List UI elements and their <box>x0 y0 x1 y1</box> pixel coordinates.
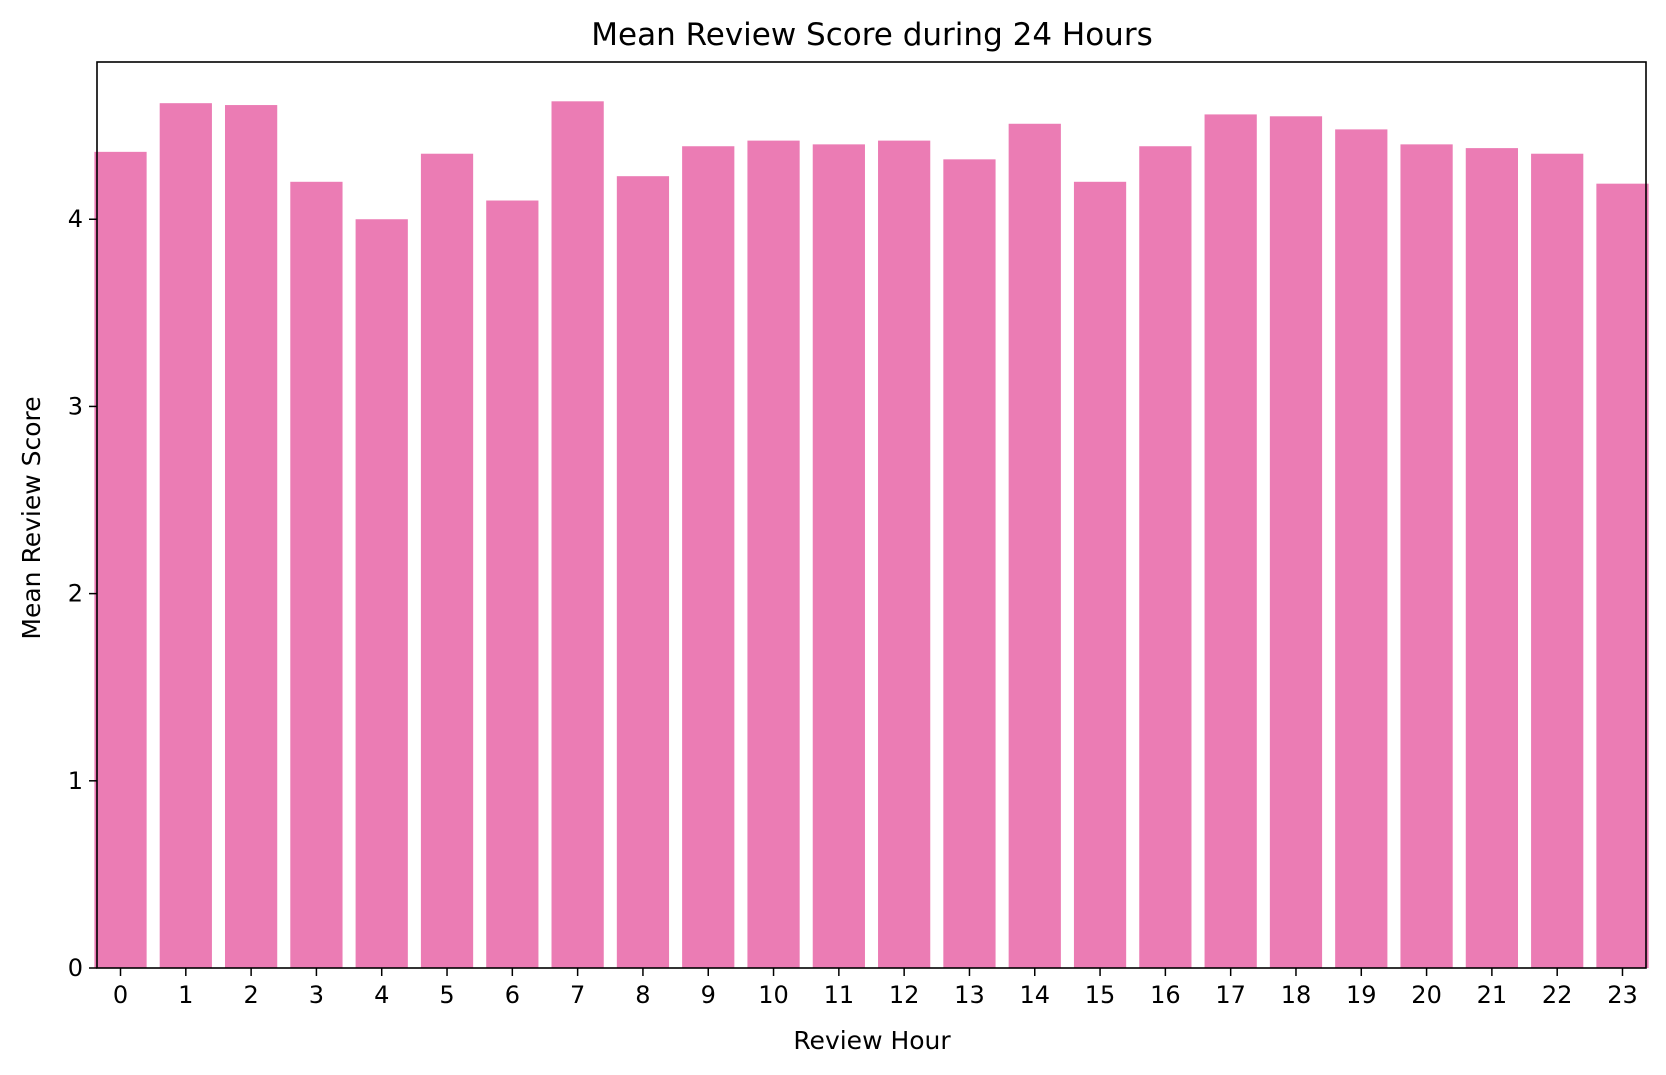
x-tick-label: 1 <box>178 981 193 1009</box>
bar-hour-2 <box>224 105 278 969</box>
x-tick-label: 23 <box>1607 981 1638 1009</box>
x-tick-label: 19 <box>1346 981 1377 1009</box>
bar-hour-11 <box>812 144 865 969</box>
y-tick-label: 4 <box>68 205 83 233</box>
chart-title: Mean Review Score during 24 Hours <box>591 17 1152 53</box>
x-tick-label: 12 <box>889 981 920 1009</box>
x-tick-label: 7 <box>570 981 585 1009</box>
bar-hour-7 <box>551 101 604 968</box>
bar-hour-23 <box>1596 183 1649 969</box>
bar-hour-0 <box>94 151 147 969</box>
bar-hour-17 <box>1204 114 1257 968</box>
x-tick-label: 14 <box>1019 981 1050 1009</box>
x-tick-label: 20 <box>1411 981 1442 1009</box>
x-tick-label: 8 <box>635 981 650 1009</box>
bar-hour-21 <box>1465 148 1518 969</box>
x-tick-label: 9 <box>701 981 716 1009</box>
bar-hour-20 <box>1400 144 1453 969</box>
bar-hour-6 <box>486 200 539 968</box>
y-axis-label: Mean Review Score <box>17 396 46 639</box>
bar-hour-16 <box>1139 146 1192 969</box>
x-tick-label: 21 <box>1477 981 1508 1009</box>
bar-hour-13 <box>943 159 996 969</box>
x-tick-label: 10 <box>758 981 789 1009</box>
bar-hour-15 <box>1073 181 1127 969</box>
x-tick-label: 15 <box>1085 981 1116 1009</box>
x-axis-ticks: 0 1 2 3 4 5 6 7 8 9 10 11 12 13 14 15 16 17 18 19 20 21 22 23 <box>113 968 1638 1009</box>
bar-hour-8 <box>616 176 670 968</box>
bar-hour-19 <box>1335 129 1388 968</box>
bar-hour-4 <box>355 219 408 969</box>
x-tick-label: 4 <box>374 981 389 1009</box>
x-tick-label: 11 <box>824 981 855 1009</box>
x-tick-label: 22 <box>1542 981 1573 1009</box>
y-tick-label: 2 <box>68 580 83 608</box>
x-tick-label: 17 <box>1215 981 1246 1009</box>
bar-hour-10 <box>747 140 800 968</box>
bar-hour-3 <box>290 181 343 969</box>
y-tick-label: 0 <box>68 954 83 982</box>
x-tick-label: 5 <box>439 981 454 1009</box>
plot-frame <box>96 61 1647 969</box>
bar-hour-14 <box>1008 123 1061 968</box>
x-tick-label: 16 <box>1150 981 1181 1009</box>
bar-hour-18 <box>1269 116 1323 969</box>
x-tick-label: 6 <box>505 981 520 1009</box>
x-axis-label: Review Hour <box>793 1026 951 1055</box>
bar-hour-22 <box>1531 153 1584 969</box>
bar-hour-9 <box>682 146 735 969</box>
y-tick-label: 3 <box>68 392 83 420</box>
bar-hour-12 <box>878 140 931 968</box>
bar-hour-5 <box>420 153 474 969</box>
y-axis-ticks: 0 1 2 3 4 <box>68 205 97 982</box>
bar-hour-1 <box>159 103 212 969</box>
x-tick-label: 0 <box>113 981 128 1009</box>
y-tick-label: 1 <box>68 767 83 795</box>
x-tick-label: 2 <box>243 981 258 1009</box>
bars-group <box>94 101 1649 969</box>
x-tick-label: 3 <box>309 981 324 1009</box>
x-tick-label: 18 <box>1281 981 1312 1009</box>
x-tick-label: 13 <box>954 981 985 1009</box>
